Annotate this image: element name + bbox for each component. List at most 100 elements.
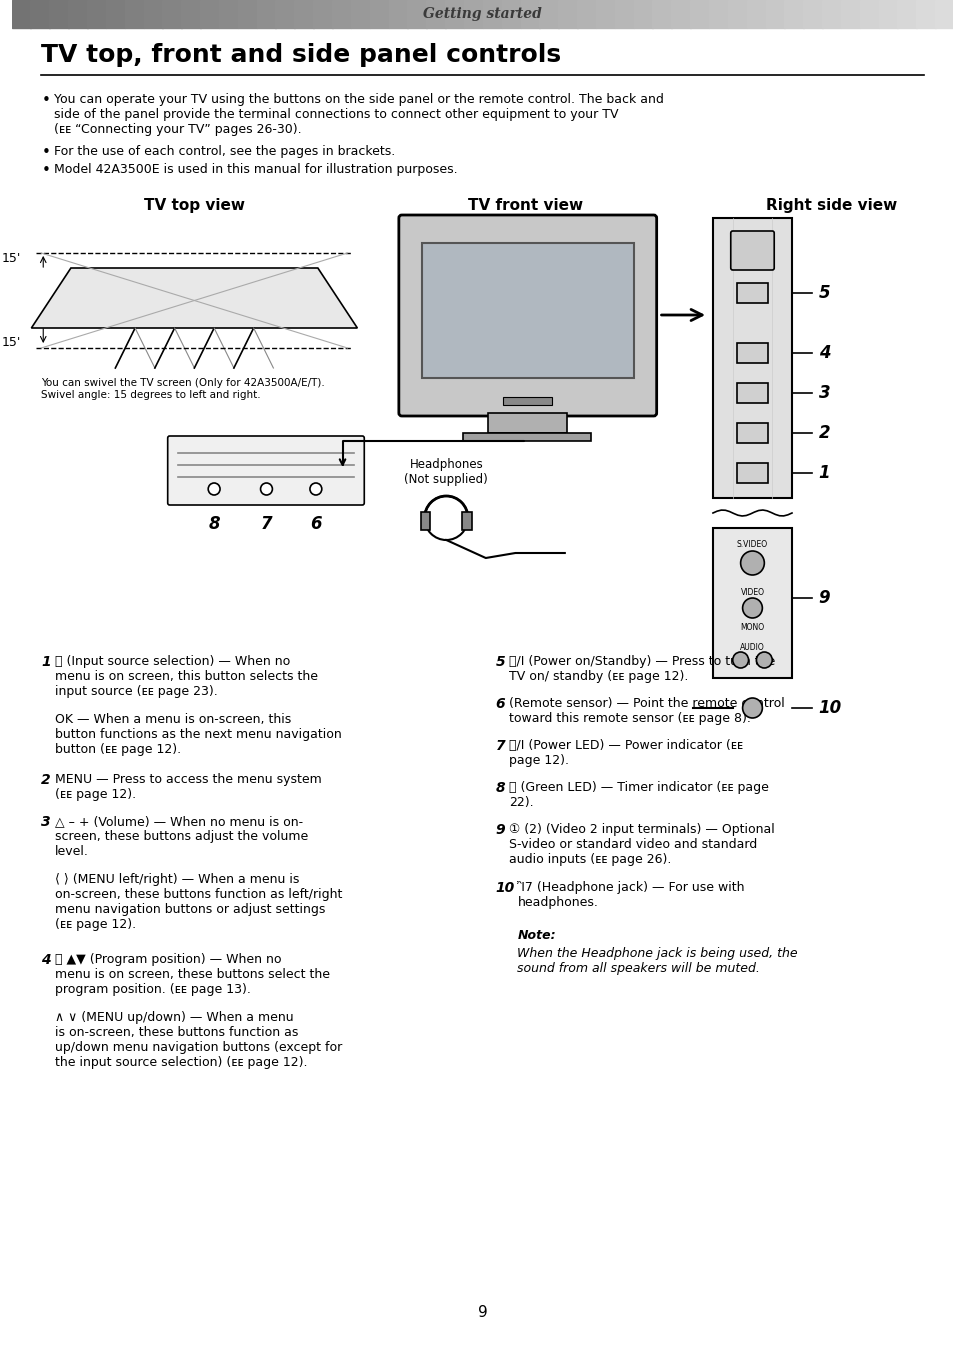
Circle shape (732, 652, 748, 668)
Bar (596, 0, 615, 28)
FancyBboxPatch shape (168, 436, 364, 505)
Bar (200, 0, 219, 28)
Bar (783, 0, 802, 28)
Text: ⏻/I (Power LED) — Power indicator (ᴇᴇ
page 12).: ⏻/I (Power LED) — Power indicator (ᴇᴇ pa… (509, 738, 742, 767)
Text: TV top, front and side panel controls: TV top, front and side panel controls (41, 43, 560, 68)
Text: 1: 1 (818, 464, 829, 482)
Bar (712, 217, 791, 498)
Text: You can operate your TV using the buttons on the side panel or the remote contro: You can operate your TV using the button… (54, 93, 663, 136)
Bar (106, 0, 125, 28)
Text: ⟨ ⟩ (MENU left/right) — When a menu is
on-screen, these buttons function as left: ⟨ ⟩ (MENU left/right) — When a menu is o… (55, 873, 342, 932)
Text: 2: 2 (41, 774, 51, 787)
Text: S.VIDEO: S.VIDEO (736, 540, 767, 549)
Text: Getting started: Getting started (423, 7, 541, 22)
Text: TV top view: TV top view (144, 198, 245, 213)
Bar (764, 0, 784, 28)
Bar (727, 0, 746, 28)
Circle shape (740, 551, 763, 575)
Text: 6: 6 (310, 514, 321, 533)
Text: ⏲ (Green LED) — Timer indicator (ᴇᴇ page
22).: ⏲ (Green LED) — Timer indicator (ᴇᴇ page… (509, 782, 768, 809)
Bar (143, 0, 163, 28)
Bar (482, 0, 501, 28)
Text: ① (2) (Video 2 input terminals) — Optional
S-video or standard video and standar: ① (2) (Video 2 input terminals) — Option… (509, 824, 775, 865)
Text: OK — When a menu is on-screen, this
button functions as the next menu navigation: OK — When a menu is on-screen, this butt… (55, 713, 341, 756)
Bar (558, 0, 577, 28)
Bar (915, 0, 935, 28)
FancyBboxPatch shape (398, 215, 656, 416)
Text: 1: 1 (41, 655, 51, 670)
Bar (487, 413, 566, 433)
Text: •: • (41, 93, 51, 108)
Bar (736, 423, 767, 443)
Bar (445, 0, 464, 28)
Bar (878, 0, 897, 28)
Text: 3: 3 (41, 815, 51, 829)
Bar (407, 0, 426, 28)
Text: 3: 3 (818, 383, 829, 402)
Bar (461, 512, 472, 531)
Bar (671, 0, 690, 28)
Bar (652, 0, 671, 28)
Bar (577, 0, 596, 28)
Bar (708, 0, 727, 28)
Bar (125, 0, 144, 28)
Bar (736, 284, 767, 302)
Text: 9: 9 (477, 1305, 487, 1320)
Text: ∧ ∨ (MENU up/down) — When a menu
is on-screen, these buttons function as
up/down: ∧ ∨ (MENU up/down) — When a menu is on-s… (55, 1011, 342, 1069)
Text: 8: 8 (496, 782, 505, 795)
Text: △ – + (Volume) — When no menu is on-
screen, these buttons adjust the volume
lev: △ – + (Volume) — When no menu is on- scr… (55, 815, 308, 859)
Bar (736, 343, 767, 363)
Bar (934, 0, 953, 28)
Circle shape (756, 652, 771, 668)
Circle shape (741, 698, 761, 718)
Bar (736, 463, 767, 483)
Bar (50, 0, 69, 28)
Text: For the use of each control, see the pages in brackets.: For the use of each control, see the pag… (54, 144, 395, 158)
Bar (633, 0, 652, 28)
Text: 5: 5 (818, 284, 829, 302)
Bar (689, 0, 709, 28)
Bar (746, 0, 765, 28)
Text: 8: 8 (208, 514, 220, 533)
Text: 2: 2 (818, 424, 829, 441)
Bar (420, 512, 430, 531)
Text: •: • (41, 163, 51, 178)
Text: 9: 9 (818, 589, 829, 608)
Text: When the Headphone jack is being used, the
sound from all speakers will be muted: When the Headphone jack is being used, t… (517, 946, 797, 975)
Text: ⓟ ▲▼ (Program position) — When no
menu is on screen, these buttons select the
pr: ⓟ ▲▼ (Program position) — When no menu i… (55, 953, 330, 996)
FancyBboxPatch shape (730, 231, 774, 270)
Bar (30, 0, 50, 28)
Text: (Remote sensor) — Point the remote control
toward this remote sensor (ᴇᴇ page 8): (Remote sensor) — Point the remote contr… (509, 697, 784, 725)
Circle shape (310, 483, 321, 495)
Text: 15': 15' (2, 251, 22, 265)
Bar (294, 0, 314, 28)
Bar (462, 433, 591, 441)
Bar (463, 0, 483, 28)
Bar (502, 397, 552, 405)
Text: You can swivel the TV screen (Only for 42A3500A/E/T).
Swivel angle: 15 degrees t: You can swivel the TV screen (Only for 4… (41, 378, 325, 400)
Text: 5: 5 (496, 655, 505, 670)
Bar (275, 0, 294, 28)
Bar (388, 0, 408, 28)
Text: TV front view: TV front view (467, 198, 582, 213)
Bar (332, 0, 351, 28)
Text: 10: 10 (496, 882, 515, 895)
Bar (87, 0, 106, 28)
Bar (162, 0, 182, 28)
Bar (421, 243, 634, 378)
Bar (859, 0, 878, 28)
Bar (237, 0, 257, 28)
Text: •: • (41, 144, 51, 161)
Text: 10: 10 (818, 699, 841, 717)
Text: 15': 15' (2, 336, 22, 350)
Bar (520, 0, 539, 28)
Text: 9: 9 (496, 824, 505, 837)
Text: AUDIO: AUDIO (740, 643, 764, 652)
Text: Model 42A3500E is used in this manual for illustration purposes.: Model 42A3500E is used in this manual fo… (54, 163, 457, 176)
Text: MENU — Press to access the menu system
(ᴇᴇ page 12).: MENU — Press to access the menu system (… (55, 774, 321, 801)
Bar (181, 0, 200, 28)
Bar (821, 0, 841, 28)
Text: Ἲ7 (Headphone jack) — For use with
headphones.: Ἲ7 (Headphone jack) — For use with headp… (517, 882, 744, 909)
Bar (712, 528, 791, 678)
Circle shape (208, 483, 220, 495)
